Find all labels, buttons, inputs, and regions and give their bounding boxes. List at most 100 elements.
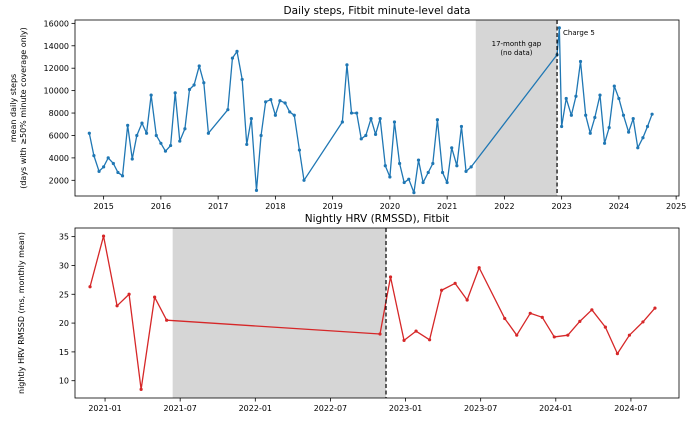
- data-point: [552, 335, 556, 339]
- data-point: [653, 306, 657, 310]
- data-point: [450, 146, 454, 150]
- data-point: [139, 387, 143, 391]
- y-tick-label: 14000: [44, 42, 69, 51]
- x-tick-label: 2024: [609, 202, 629, 211]
- data-point: [464, 169, 468, 173]
- x-tick-label: 2023: [551, 202, 571, 211]
- data-point: [641, 136, 645, 140]
- gap-label-line: 17-month gap: [492, 40, 542, 48]
- data-point: [101, 234, 106, 238]
- data-point: [392, 120, 397, 124]
- data-point: [130, 157, 134, 161]
- data-point: [116, 170, 120, 175]
- gap-label: 17-month gap (no data): [492, 40, 542, 57]
- data-point: [264, 100, 268, 104]
- data-point: [414, 329, 418, 333]
- y-axis-label: mean daily steps(days with ≥50% minute c…: [9, 27, 28, 189]
- data-point: [621, 113, 626, 117]
- x-tick-label: 2022-07: [314, 404, 347, 413]
- data-point: [431, 161, 435, 166]
- data-point: [469, 165, 473, 169]
- x-tick-label: 2019: [322, 202, 342, 211]
- y-tick-label: 10: [59, 377, 69, 386]
- data-point: [369, 117, 373, 121]
- x-tick-label: 2022-01: [239, 404, 272, 413]
- data-point: [617, 96, 621, 101]
- data-point: [364, 133, 368, 138]
- data-point: [612, 84, 616, 88]
- data-point: [388, 175, 392, 179]
- gap-shade: [172, 228, 387, 398]
- data-point: [440, 170, 445, 175]
- data-point: [528, 311, 532, 315]
- data-point: [149, 93, 153, 97]
- data-point: [590, 308, 594, 312]
- data-point: [102, 165, 106, 169]
- data-point: [383, 164, 387, 168]
- data-point: [650, 112, 654, 116]
- data-point: [627, 333, 632, 337]
- data-point: [455, 164, 459, 168]
- data-point: [230, 56, 235, 60]
- data-point: [153, 295, 157, 299]
- x-tick-label: 2021-07: [163, 404, 196, 413]
- data-point: [373, 132, 378, 136]
- data-point: [202, 81, 206, 85]
- data-point: [416, 158, 421, 162]
- data-point: [106, 156, 110, 160]
- data-point: [226, 108, 230, 112]
- data-point: [127, 292, 131, 296]
- y-tick-label: 16000: [44, 19, 69, 28]
- data-point: [240, 77, 244, 82]
- x-tick-label: 2025: [666, 202, 686, 211]
- data-point: [173, 91, 177, 95]
- y-tick-label: 20: [59, 319, 69, 328]
- data-point: [465, 298, 469, 302]
- data-point: [183, 127, 187, 131]
- data-point: [178, 139, 182, 143]
- y-tick-label: 4000: [49, 154, 69, 163]
- y-axis-label-line: nightly HRV RMSSD (ms, monthly mean): [17, 232, 26, 394]
- data-point: [254, 188, 259, 192]
- x-tick-label: 2021: [437, 202, 457, 211]
- y-tick-label: 6000: [49, 131, 69, 140]
- data-point: [345, 63, 349, 67]
- y-tick-label: 2000: [49, 176, 69, 185]
- data-point: [557, 26, 561, 30]
- data-point: [569, 113, 573, 117]
- data-point: [297, 148, 302, 152]
- data-point: [273, 113, 277, 117]
- data-point: [115, 304, 119, 308]
- data-point: [593, 115, 597, 120]
- data-point: [540, 315, 544, 319]
- x-tick-label: 2018: [265, 202, 285, 211]
- data-point: [292, 113, 296, 117]
- x-tick-label: 2015: [93, 202, 113, 211]
- data-point: [566, 333, 570, 337]
- data-point: [445, 180, 449, 185]
- x-tick-label: 2016: [151, 202, 171, 211]
- gap-label-line: (no data): [500, 49, 532, 57]
- hrv-panel: 2021-01 2021-07 2022-01 2022-07 2023-01 2023-…: [17, 213, 680, 413]
- data-point: [259, 133, 263, 138]
- x-tick-label: 2024-07: [614, 404, 647, 413]
- x-tick-label: 2017: [208, 202, 228, 211]
- data-point: [402, 180, 406, 185]
- data-point: [615, 352, 619, 356]
- x-tick-label: 2021-01: [88, 404, 121, 413]
- data-point: [87, 131, 91, 135]
- data-point: [192, 83, 196, 87]
- chart-title: Nightly HRV (RMSSD), Fitbit: [305, 213, 449, 225]
- data-point: [574, 94, 578, 98]
- data-point: [355, 111, 359, 115]
- data-point: [515, 333, 519, 337]
- x-tick-label: 2020: [380, 202, 400, 211]
- data-point: [584, 113, 588, 117]
- event-label: Charge 5: [563, 29, 595, 37]
- data-point: [578, 319, 582, 323]
- data-point: [154, 133, 158, 138]
- data-point: [641, 320, 645, 324]
- data-point: [283, 101, 287, 105]
- data-point: [135, 133, 139, 138]
